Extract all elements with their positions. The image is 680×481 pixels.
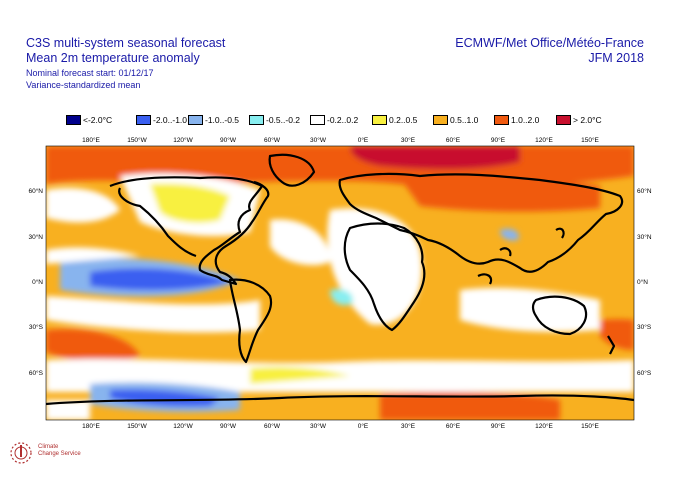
axis-label: 120°E (535, 136, 553, 144)
axis-label: 30°S (637, 323, 652, 331)
axis-label: 0°E (358, 136, 369, 144)
axis-label: 0°E (358, 422, 369, 430)
legend-label: 0.5..1.0 (450, 115, 479, 125)
legend-item: -2.0..-1.0 (136, 113, 187, 127)
legend-label: -2.0..-1.0 (153, 115, 188, 125)
legend-label: 0.2..0.5 (389, 115, 418, 125)
lon-labels-bottom: 180°E 150°W 120°W 90°W 60°W 30°W 0°E 30°E 60°E 90… (82, 422, 599, 430)
axis-label: 180°E (82, 136, 100, 144)
axis-label: 150°E (581, 136, 599, 144)
axis-label: 0°N (637, 278, 648, 286)
legend-label: -1.0..-0.5 (205, 115, 240, 125)
legend-swatch (188, 115, 203, 125)
legend-item: -0.2..0.2 (310, 113, 358, 127)
axis-label: 150°W (127, 422, 147, 430)
axis-label: 90°E (491, 422, 506, 430)
climate-change-service-logo: Climate Change Service (6, 436, 96, 472)
legend-item: 0.2..0.5 (372, 113, 417, 127)
header-left: C3S multi-system seasonal forecast Mean … (26, 36, 225, 91)
axis-label: 60°E (446, 136, 461, 144)
axis-label: 150°W (127, 136, 147, 144)
axis-label: 60°W (264, 136, 281, 144)
legend-swatch (372, 115, 387, 125)
legend-swatch (66, 115, 81, 125)
axis-label: 180°E (82, 422, 100, 430)
legend-swatch (136, 115, 151, 125)
legend-item: 1.0..2.0 (494, 113, 539, 127)
legend-item: -0.5..-0.2 (249, 113, 300, 127)
axis-label: 60°E (446, 422, 461, 430)
legend-swatch (310, 115, 325, 125)
axis-label: 150°E (581, 422, 599, 430)
variance-note: Variance-standardized mean (26, 80, 141, 90)
axis-label: 120°E (535, 422, 553, 430)
axis-label: 30°N (637, 233, 652, 241)
legend-label: > 2.0°C (573, 115, 602, 125)
map-title: C3S multi-system seasonal forecast (26, 36, 226, 50)
legend-item: -1.0..-0.5 (188, 113, 239, 127)
axis-label: 90°W (220, 422, 237, 430)
axis-label: 30°W (310, 136, 327, 144)
legend-item: 0.5..1.0 (433, 113, 478, 127)
lat-labels-left: 60°N 30°N 0°N 30°S 60°S (28, 187, 43, 377)
axis-label: 0°N (32, 278, 43, 286)
axis-label: 30°S (29, 323, 44, 331)
forecast-period: JFM 2018 (588, 51, 644, 65)
axis-label: 30°W (310, 422, 327, 430)
legend-swatch (249, 115, 264, 125)
lat-labels-right: 60°N 30°N 0°N 30°S 60°S (637, 187, 652, 377)
map-frame (45, 145, 635, 421)
lon-labels-top: 180°E 150°W 120°W 90°W 60°W 30°W 0°E 30°E 60°E 90… (82, 136, 599, 144)
axis-label: 120°W (173, 136, 193, 144)
legend-swatch (494, 115, 509, 125)
axis-label: 30°E (401, 422, 416, 430)
legend-item: > 2.0°C (556, 113, 602, 127)
legend-label: 1.0..2.0 (511, 115, 540, 125)
legend-label: <-2.0°C (83, 115, 113, 125)
axis-label: 120°W (173, 422, 193, 430)
logo-emblem-icon (10, 442, 32, 464)
axis-label: 60°W (264, 422, 281, 430)
map-subtitle: Mean 2m temperature anomaly (26, 51, 200, 65)
axis-label: 30°N (28, 233, 43, 241)
legend-swatch (556, 115, 571, 125)
legend-label: -0.2..0.2 (327, 115, 359, 125)
centres: ECMWF/Met Office/Météo-France (455, 36, 644, 50)
axis-label: 60°S (29, 369, 44, 377)
legend-label: -0.5..-0.2 (266, 115, 301, 125)
axis-label: 60°N (637, 187, 652, 195)
axis-label: 30°E (401, 136, 416, 144)
legend-swatch (433, 115, 448, 125)
axis-label: 90°W (220, 136, 237, 144)
legend-item: <-2.0°C (66, 113, 112, 127)
axis-label: 60°N (28, 187, 43, 195)
anomaly-field (46, 146, 634, 420)
coastlines (46, 153, 634, 406)
axis-label: 90°E (491, 136, 506, 144)
header-right: ECMWF/Met Office/Météo-France JFM 2018 (455, 36, 644, 66)
forecast-start: Nominal forecast start: 01/12/17 (26, 68, 154, 78)
logo-text: Climate Change Service (38, 444, 81, 457)
axis-label: 60°S (637, 369, 652, 377)
